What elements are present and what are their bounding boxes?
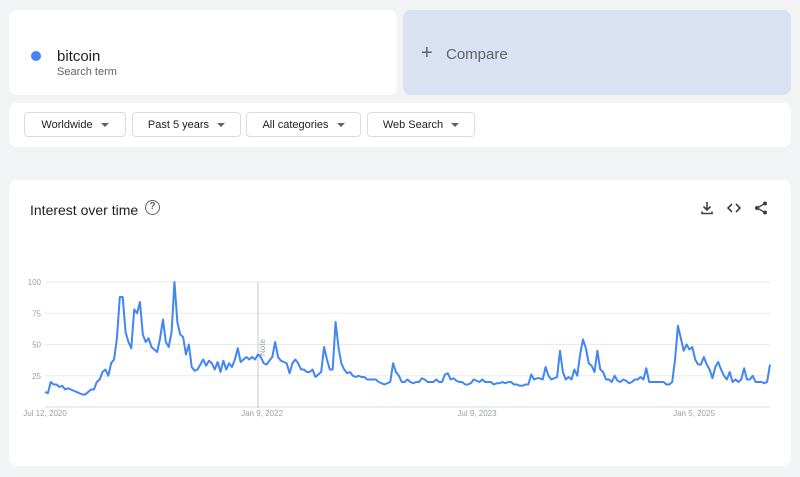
period-filter[interactable]: Past 5 years [132,112,241,137]
property-filter[interactable]: Web Search [367,112,475,137]
chart-tick-labels: 25 50 75 100 Jul 12, 2020 Jan 9, 2022 Jul 9, 2… [23,278,715,418]
x-tick-label: Jul 9, 2023 [457,409,497,418]
download-icon[interactable] [699,200,715,216]
chart-series [44,281,771,396]
chart-grid [45,281,770,408]
help-icon[interactable]: ? [145,200,160,215]
chart-note: Note [257,282,267,408]
share-icon[interactable] [753,200,769,216]
dropdown-arrow-icon [100,122,109,127]
y-tick-label: 100 [28,278,42,287]
plus-icon: + [421,42,433,64]
y-tick-label: 50 [32,341,41,350]
dropdown-arrow-icon [217,122,226,127]
region-filter[interactable]: Worldwide [24,112,126,137]
search-term-card[interactable]: bitcoin Search term [9,10,397,95]
property-filter-label: Web Search [382,118,444,131]
y-tick-label: 25 [32,372,41,381]
region-filter-label: Worldwide [41,118,93,131]
series-color-dot [31,51,41,61]
compare-label: Compare [446,46,508,63]
series-line-bitcoin[interactable] [44,281,771,396]
filter-bar: Worldwide Past 5 years All categories We… [9,103,791,147]
x-tick-label: Jul 12, 2020 [23,409,67,418]
chart-canvas: 25 50 75 100 Jul 12, 2020 Jan 9, 2022 Jul 9, 2… [23,278,771,418]
dropdown-arrow-icon [451,122,460,127]
x-tick-label: Jan 5, 2025 [673,409,715,418]
interest-over-time-card: 25 50 75 100 Jul 12, 2020 Jan 9, 2022 Jul 9, 2… [9,180,791,466]
dropdown-arrow-icon [336,122,345,127]
search-term-subtitle: Search term [57,66,117,78]
search-term-name[interactable]: bitcoin [57,48,101,65]
category-filter[interactable]: All categories [246,112,361,137]
category-filter-label: All categories [262,118,329,131]
compare-button[interactable]: + Compare [403,10,791,95]
y-tick-label: 75 [32,309,41,318]
chart-title: Interest over time [30,202,139,218]
period-filter-label: Past 5 years [147,118,210,131]
x-tick-label: Jan 9, 2022 [241,409,283,418]
embed-icon[interactable] [726,200,742,216]
note-label[interactable]: Note [258,339,267,356]
